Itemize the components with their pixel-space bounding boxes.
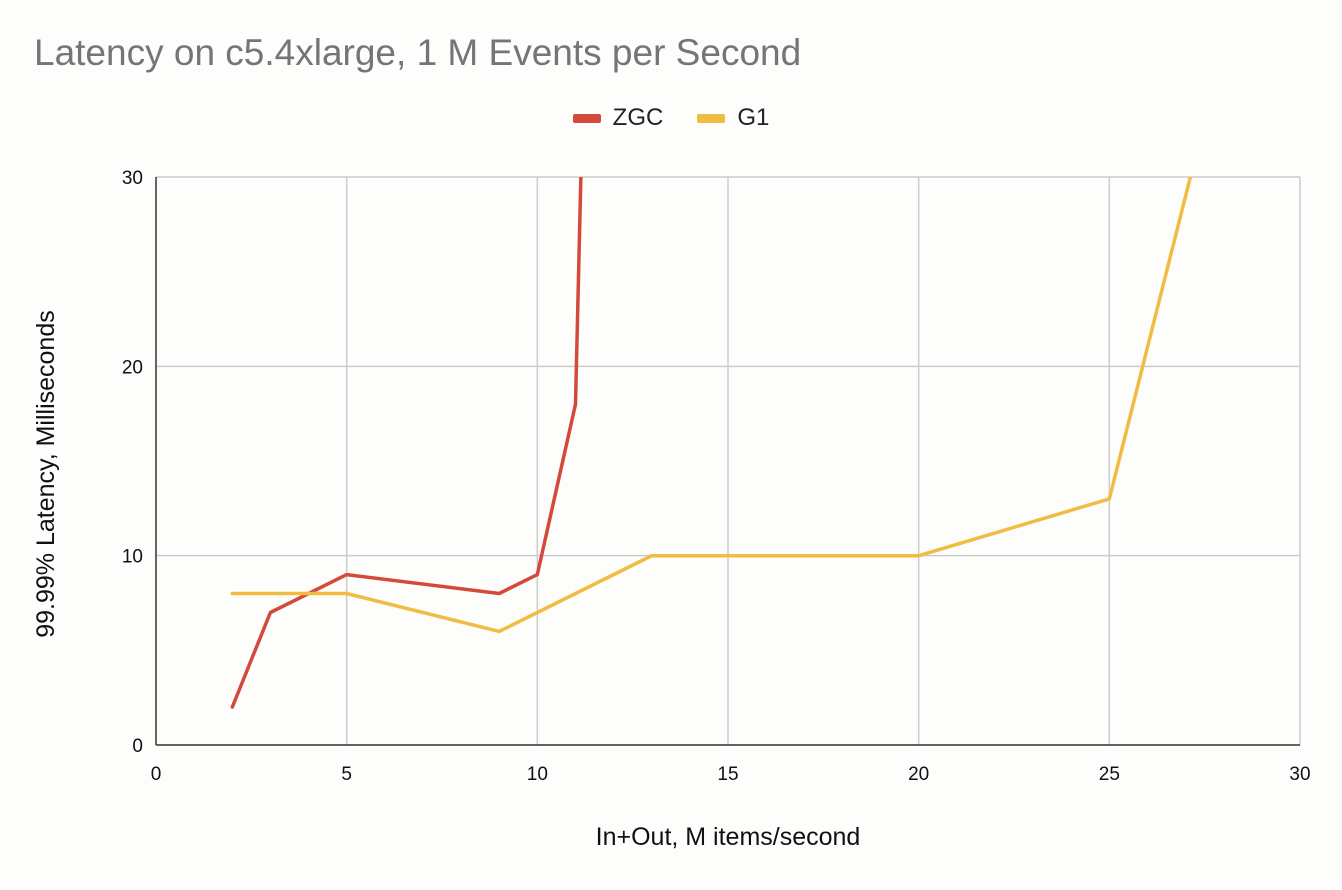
x-tick-label-15: 15 (717, 764, 738, 785)
x-tick-label-10: 10 (527, 764, 548, 785)
legend-entry-g1[interactable]: G1 (697, 104, 769, 132)
y-tick-label-30: 30 (122, 168, 143, 189)
legend-swatch-zgc (572, 113, 601, 123)
tick-labels: 0 5 10 15 20 25 30 0 10 20 30 (122, 168, 1311, 785)
x-tick-label-5: 5 (341, 764, 352, 785)
legend: ZGC G1 (0, 104, 1342, 132)
x-axis-title: In+Out, M items/second (596, 823, 861, 851)
y-tick-label-20: 20 (122, 357, 143, 378)
series-line-g1[interactable] (230, 120, 1204, 634)
y-tick-label-0: 0 (132, 736, 143, 757)
legend-label-g1: G1 (737, 104, 770, 131)
x-tick-label-0: 0 (151, 764, 162, 785)
series-line-zgc[interactable] (230, 82, 583, 709)
legend-label-zgc: ZGC (612, 104, 664, 131)
chart-title: Latency on c5.4xlarge, 1 M Events per Se… (34, 32, 802, 73)
x-tick-label-30: 30 (1289, 764, 1310, 785)
legend-entry-zgc[interactable]: ZGC (572, 104, 664, 132)
axes (155, 177, 1300, 746)
y-axis-title: 99.99% Latency, Milliseconds (32, 310, 60, 638)
legend-swatch-g1 (697, 113, 726, 123)
y-tick-label-10: 10 (122, 547, 143, 568)
grid-lines (156, 176, 1301, 745)
x-tick-label-20: 20 (908, 764, 929, 785)
series-group (230, 82, 1204, 709)
x-tick-label-25: 25 (1099, 764, 1120, 785)
